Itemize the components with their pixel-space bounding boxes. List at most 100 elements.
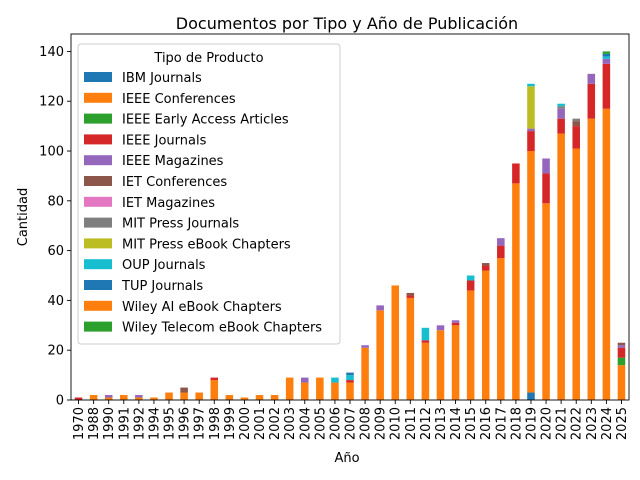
bar-segment-2019-1 — [527, 151, 535, 393]
legend-label-3: IEEE Journals — [122, 133, 207, 148]
x-tick-label-2003: 2003 — [283, 407, 298, 440]
bar-segment-2004-4 — [300, 377, 309, 383]
x-tick-label-1991: 1991 — [117, 407, 132, 440]
bar-segment-2015-9 — [466, 275, 475, 281]
x-axis-label: Año — [334, 451, 359, 466]
legend-items: IBM Journals IEEE Conferences IEEE Early A… — [84, 71, 322, 336]
y-axis-label: Cantidad — [16, 188, 31, 246]
bar-segment-2022-3 — [572, 126, 580, 149]
bar-segment-2024-4 — [602, 58, 611, 64]
bar-segment-2021-1 — [557, 133, 565, 400]
x-tick-label-2016: 2016 — [479, 407, 494, 440]
bar-segment-2024-10 — [602, 53, 611, 57]
bar-segment-2012-3 — [421, 340, 430, 343]
y-tick-label-80: 80 — [47, 194, 64, 209]
x-tick-label-2005: 2005 — [313, 407, 328, 440]
legend-swatch-9 — [84, 259, 112, 270]
y-tick-label-100: 100 — [39, 145, 64, 160]
bar-segment-1990-1 — [104, 397, 113, 400]
bar-segment-2025-5 — [617, 342, 626, 346]
bar-segment-2007-3 — [346, 380, 354, 383]
y-axis: 0 20 40 60 80 100 120 140 — [39, 45, 71, 409]
bar-segment-2014-3 — [451, 322, 460, 326]
bar-segment-2021-3 — [557, 118, 565, 134]
legend-label-1: IEEE Conferences — [122, 92, 236, 107]
legend-label-6: IET Magazines — [122, 196, 215, 211]
x-tick-label-1998: 1998 — [208, 407, 223, 440]
bar-segment-2006-9 — [331, 377, 339, 383]
legend-swatch-5 — [84, 176, 112, 186]
legend-label-9: OUP Journals — [122, 258, 206, 273]
bar-segment-1988-1 — [89, 395, 98, 400]
bar-segment-2017-1 — [497, 258, 505, 400]
bar-segment-2022-7 — [572, 118, 580, 122]
legend-swatch-10 — [84, 280, 112, 290]
x-tick-label-2021: 2021 — [555, 407, 570, 440]
bar-segment-1997-1 — [195, 392, 203, 400]
bar-segment-2012-9 — [421, 327, 430, 341]
x-tick-label-2023: 2023 — [585, 407, 600, 440]
y-tick-label-20: 20 — [47, 344, 64, 359]
bar-segment-1970-3 — [74, 397, 83, 400]
x-tick-label-1999: 1999 — [223, 407, 238, 440]
x-tick-label-2011: 2011 — [404, 407, 419, 440]
x-tick-label-2012: 2012 — [419, 407, 434, 440]
x-tick-label-2007: 2007 — [344, 407, 359, 440]
bar-segment-2019-3 — [527, 131, 535, 152]
x-tick-label-1988: 1988 — [87, 407, 102, 440]
bar-segment-2014-1 — [451, 325, 460, 400]
bar-segment-2010-1 — [391, 285, 400, 400]
bar-segment-2004-1 — [300, 382, 309, 400]
legend-swatch-0 — [84, 72, 112, 82]
bar-segment-1996-1 — [180, 392, 188, 400]
x-axis: 1970 1988 1990 1991 1992 1994 1995 1996 1997 1998… — [72, 400, 630, 440]
bar-segment-2025-4 — [617, 345, 626, 348]
bar-segment-1996-5 — [180, 387, 188, 393]
bar-segment-2011-3 — [406, 295, 415, 298]
bar-segment-2011-1 — [406, 297, 415, 400]
bar-segment-1998-1 — [210, 380, 219, 400]
legend-label-11: Wiley AI eBook Chapters — [122, 300, 282, 315]
legend-label-2: IEEE Early Access Articles — [122, 113, 289, 128]
x-tick-label-2015: 2015 — [464, 407, 479, 440]
bar-segment-2019-9 — [527, 83, 535, 87]
bar-segment-2021-4 — [557, 108, 565, 119]
bar-segment-2018-1 — [512, 183, 520, 400]
x-tick-label-2000: 2000 — [238, 407, 253, 440]
x-tick-label-2024: 2024 — [600, 407, 615, 440]
x-tick-label-1990: 1990 — [102, 407, 117, 440]
bar-segment-2001-1 — [255, 395, 264, 400]
x-tick-label-1970: 1970 — [72, 407, 87, 440]
bar-segment-2000-1 — [240, 397, 249, 400]
legend-label-4: IEEE Magazines — [122, 154, 224, 169]
x-tick-label-2008: 2008 — [359, 407, 374, 440]
bar-segment-2018-3 — [512, 163, 520, 184]
x-tick-label-2025: 2025 — [615, 407, 630, 440]
bar-segment-2007-1 — [346, 382, 354, 400]
x-tick-label-2001: 2001 — [253, 407, 268, 440]
bar-segment-2011-5 — [406, 292, 415, 296]
x-tick-label-2019: 2019 — [524, 407, 539, 440]
legend-swatch-3 — [84, 134, 112, 145]
legend-swatch-8 — [84, 238, 112, 249]
x-tick-label-2017: 2017 — [494, 407, 509, 440]
bar-segment-2022-1 — [572, 148, 580, 400]
legend-swatch-11 — [84, 300, 112, 311]
y-tick-label-60: 60 — [47, 244, 64, 259]
legend: Tipo de Producto IBM Journals IEEE Confer… — [77, 43, 341, 345]
bar-segment-2021-9 — [557, 103, 565, 107]
bar-segment-2012-1 — [421, 342, 430, 400]
bar-segment-2005-1 — [316, 377, 324, 400]
bars-group — [74, 51, 626, 400]
bar-segment-1990-4 — [104, 395, 113, 398]
legend-label-0: IBM Journals — [122, 71, 202, 86]
x-tick-label-2004: 2004 — [298, 407, 313, 440]
x-tick-label-2006: 2006 — [328, 407, 343, 440]
bar-segment-2023-3 — [587, 83, 596, 119]
x-tick-label-2009: 2009 — [374, 407, 389, 440]
x-tick-label-1995: 1995 — [163, 407, 178, 440]
bar-segment-2020-3 — [542, 173, 550, 204]
bar-segment-2022-5 — [572, 121, 580, 127]
x-tick-label-1997: 1997 — [193, 407, 208, 440]
legend-label-12: Wiley Telecom eBook Chapters — [122, 321, 322, 336]
